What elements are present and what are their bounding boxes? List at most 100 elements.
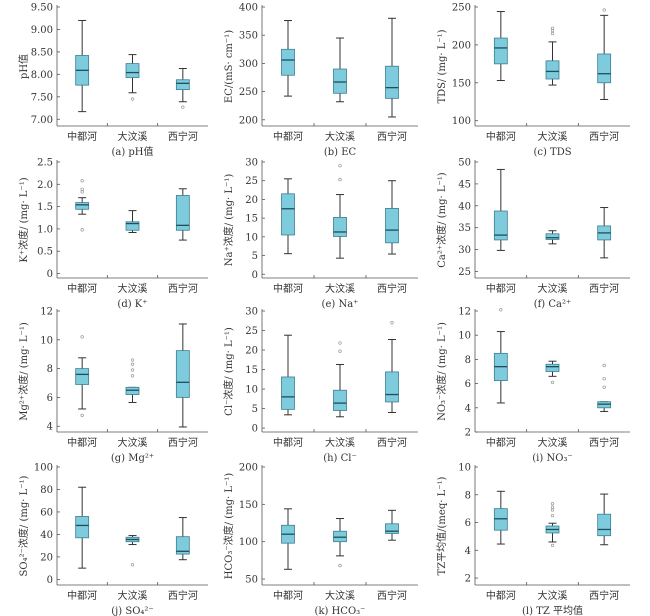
outlier-point bbox=[80, 413, 84, 418]
box bbox=[75, 516, 90, 539]
y-tick-label: 20 bbox=[245, 346, 258, 357]
x-tick-label: 大汶溪 bbox=[538, 130, 568, 143]
panel-caption: (l) TZ 平均值 bbox=[522, 604, 583, 616]
y-tick-label: 10 bbox=[245, 385, 258, 396]
y-tick-label: 25 bbox=[458, 267, 471, 278]
y-tick-label: 2.5 bbox=[37, 158, 53, 169]
x-tick-label: 中都河 bbox=[486, 130, 516, 143]
x-tick-label: 西宁河 bbox=[168, 130, 198, 143]
outlier-point bbox=[550, 380, 555, 385]
outlier-point bbox=[80, 335, 84, 339]
outlier-point bbox=[550, 508, 555, 512]
x-tick-label: 西宁河 bbox=[168, 282, 198, 295]
outlier-point bbox=[130, 358, 135, 362]
x-tick-label: 大汶溪 bbox=[118, 589, 148, 602]
outlier-point bbox=[499, 308, 503, 312]
box bbox=[125, 221, 140, 231]
y-tick-label: 10 bbox=[458, 331, 471, 342]
x-tick-label: 西宁河 bbox=[377, 130, 407, 143]
outlier-point bbox=[550, 26, 555, 30]
outlier-point bbox=[550, 31, 555, 36]
x-tick-label: 大汶溪 bbox=[325, 282, 355, 295]
y-tick-label: 200 bbox=[239, 115, 258, 126]
y-tick-label: 6 bbox=[47, 393, 53, 404]
box bbox=[333, 68, 347, 94]
box bbox=[545, 233, 560, 240]
y-tick-label: 0 bbox=[252, 270, 258, 281]
y-tick-label: 250 bbox=[452, 3, 471, 14]
outlier-point bbox=[181, 105, 185, 109]
x-tick-label: 西宁河 bbox=[377, 589, 407, 602]
y-tick-label: 150 bbox=[239, 500, 258, 511]
x-tick-label: 中都河 bbox=[486, 589, 516, 602]
y-tick-label: 250 bbox=[239, 87, 258, 98]
box bbox=[545, 60, 560, 80]
box bbox=[75, 368, 90, 385]
x-tick-label: 西宁河 bbox=[168, 436, 198, 449]
y-tick-label: 2 bbox=[465, 574, 471, 585]
y-axis-label: EC/(mS· cm⁻¹) bbox=[224, 30, 235, 103]
y-tick-label: 60 bbox=[40, 507, 53, 518]
y-tick-label: 1.0 bbox=[37, 224, 53, 235]
x-tick-label: 西宁河 bbox=[589, 589, 619, 602]
y-tick-label: 15 bbox=[245, 365, 258, 376]
y-axis-label: SO₄²⁻浓度/ (mg· L⁻¹) bbox=[17, 475, 30, 576]
box bbox=[175, 79, 190, 91]
outlier-point bbox=[130, 368, 135, 372]
y-tick-label: 7.50 bbox=[31, 92, 53, 103]
box bbox=[281, 48, 295, 76]
y-tick-label: 10 bbox=[458, 463, 471, 474]
outlier-point bbox=[80, 190, 84, 194]
y-tick-label: 9.50 bbox=[31, 3, 53, 14]
x-tick-label: 大汶溪 bbox=[538, 282, 568, 295]
y-axis-label: TZ平均值/(meq· L⁻¹) bbox=[435, 476, 448, 575]
y-axis-label: Cl⁻浓度/ (mg· L⁻¹) bbox=[222, 327, 235, 416]
y-tick-label: 8.00 bbox=[31, 70, 53, 81]
x-tick-label: 大汶溪 bbox=[118, 436, 148, 449]
outlier-point bbox=[550, 543, 555, 548]
x-tick-label: 西宁河 bbox=[377, 282, 407, 295]
x-tick-label: 大汶溪 bbox=[325, 589, 355, 602]
box bbox=[385, 371, 399, 403]
panel-caption: (c) TDS bbox=[533, 147, 571, 158]
x-tick-label: 大汶溪 bbox=[325, 436, 355, 449]
y-axis-label: K⁺浓度/ (mg· L⁻¹) bbox=[17, 177, 30, 262]
y-tick-label: 150 bbox=[452, 78, 471, 89]
x-tick-label: 西宁河 bbox=[168, 589, 198, 602]
panel-caption: (e) Na⁺ bbox=[322, 299, 359, 310]
y-axis-label: NO₃⁻浓度/ (mg· L⁻¹) bbox=[435, 322, 448, 421]
y-tick-label: 30 bbox=[458, 245, 471, 256]
y-tick-label: 10 bbox=[245, 232, 258, 243]
y-tick-label: 12 bbox=[40, 307, 53, 318]
panel-caption: (j) SO₄²⁻ bbox=[111, 606, 153, 616]
y-tick-label: 50 bbox=[245, 575, 258, 586]
x-tick-label: 中都河 bbox=[67, 436, 97, 449]
y-tick-label: 0.5 bbox=[37, 247, 53, 258]
y-tick-label: 100 bbox=[239, 537, 258, 548]
y-tick-label: 40 bbox=[40, 530, 53, 541]
box bbox=[493, 37, 508, 65]
y-tick-label: 35 bbox=[458, 223, 471, 234]
y-tick-label: 350 bbox=[239, 31, 258, 42]
outlier-point bbox=[390, 321, 394, 325]
y-tick-label: 20 bbox=[40, 552, 53, 563]
outlier-point bbox=[338, 177, 342, 182]
y-tick-label: 25 bbox=[245, 176, 258, 187]
y-axis-label: Ca²⁺浓度/ (mg· L⁻¹) bbox=[435, 172, 448, 268]
x-tick-label: 中都河 bbox=[486, 282, 516, 295]
outlier-point bbox=[80, 228, 84, 232]
y-axis-label: Mg²⁺浓度/ (mg· L⁻¹) bbox=[17, 322, 30, 421]
outlier-point bbox=[80, 187, 84, 191]
y-tick-label: 8.50 bbox=[31, 47, 53, 58]
y-tick-label: 200 bbox=[452, 40, 471, 51]
x-tick-label: 中都河 bbox=[67, 282, 97, 295]
x-tick-label: 大汶溪 bbox=[118, 282, 148, 295]
panel-caption: (h) Cl⁻ bbox=[323, 453, 357, 464]
y-tick-label: 4 bbox=[47, 422, 53, 433]
y-tick-label: 12 bbox=[458, 307, 471, 318]
box bbox=[175, 536, 190, 555]
x-tick-label: 中都河 bbox=[67, 130, 97, 143]
x-tick-label: 大汶溪 bbox=[325, 130, 355, 143]
y-tick-label: 50 bbox=[458, 158, 471, 169]
x-tick-label: 西宁河 bbox=[589, 130, 619, 143]
